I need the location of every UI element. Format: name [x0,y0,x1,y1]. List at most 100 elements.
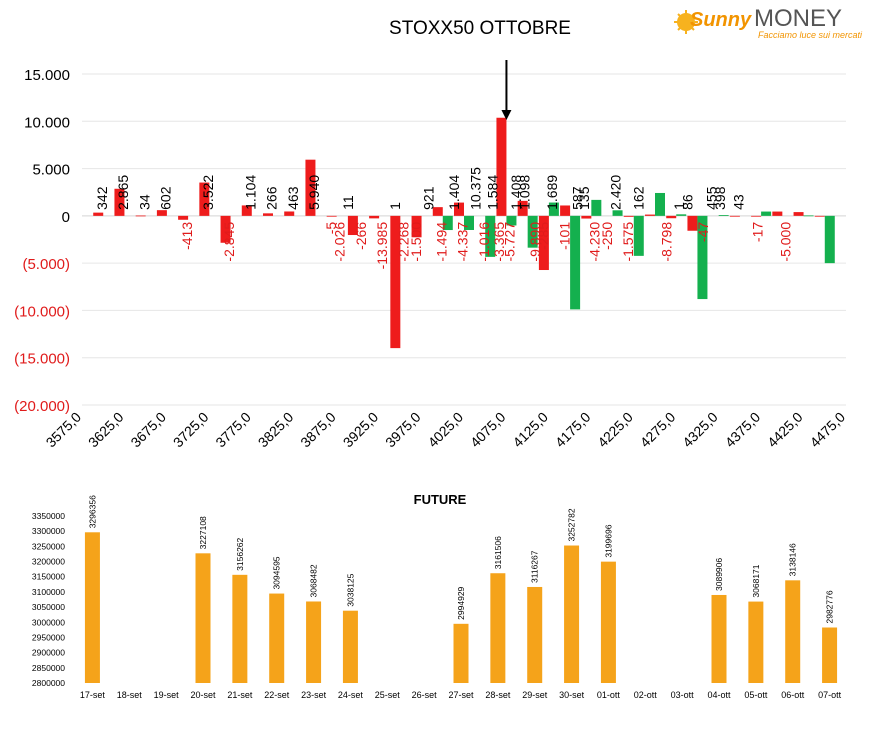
bar-data-label: 11 [340,195,356,210]
red-bar [687,215,698,231]
sun-icon [674,10,698,34]
bar-data-label: -1.500 [408,222,424,262]
bar-data-label: -413 [179,222,195,250]
future-bar [453,623,469,683]
green-bar [697,215,708,300]
bar-data-label: -5 [323,222,339,235]
green-bar [591,199,602,216]
future-value-label: 3156262 [235,537,245,570]
future-y-tick-label: 2950000 [32,632,65,642]
bar-data-label: 1.408 [508,175,524,210]
bar-data-label: 1.104 [242,175,258,210]
future-bar [195,553,211,683]
red-bar [432,207,443,216]
future-x-tick-label: 30-set [559,690,585,700]
bar-data-label: -4.337 [455,222,471,262]
x-tick-label: 3625,0 [85,409,127,451]
bar-data-label: 1.584 [484,175,500,210]
green-bar [570,215,581,310]
red-bar [114,188,125,216]
red-bar [135,215,146,217]
y-tick-label: 10.000 [24,114,70,131]
logo-word-sunny: Sunny [690,9,752,31]
red-bar [263,213,273,216]
green-bar [485,215,496,257]
red-bar [411,215,422,238]
future-x-tick-label: 23-set [301,690,327,700]
future-bars [84,532,838,683]
future-value-label: 2994929 [456,586,466,619]
future-y-tick-label: 2800000 [32,678,65,688]
bar-data-label: 455 [703,186,719,210]
bar-data-label: 463 [285,186,301,210]
future-y-tick-label: 3050000 [32,602,65,612]
red-bar [623,215,634,217]
x-tick-label: 3875,0 [297,409,339,451]
x-tick-label: 4475,0 [807,409,849,451]
future-x-tick-label: 29-set [522,690,548,700]
red-bar [517,200,528,216]
future-bar [600,561,616,683]
red-bar [390,215,401,349]
logo-word-money: MONEY [754,5,842,32]
bars [93,117,835,349]
future-value-label: 3094595 [272,556,282,589]
future-y-tick-label: 3100000 [32,587,65,597]
bar-data-label: 135 [576,186,592,210]
x-tick-label: 4275,0 [637,409,679,451]
green-bar [761,211,772,216]
bar-data-label: 86 [680,194,696,210]
bar-data-label: 10.375 [467,167,483,210]
bar-data-label: 587 [569,186,585,210]
future-x-tick-label: 21-set [227,690,253,700]
x-tick-label: 3975,0 [382,409,424,451]
y-tick-label: 0 [62,209,70,226]
future-x-tick-label: 22-set [264,690,290,700]
green-bar [612,210,623,216]
bar-data-label: -3.365 [491,222,507,262]
future-y-tick-label: 3200000 [32,557,65,567]
future-y-axis-ticks: 2800000 2850000 2900000 2950000 3000000 30500… [32,511,65,688]
y-tick-label: (20.000) [14,398,70,415]
future-x-tick-label: 02-ott [634,690,658,700]
red-bar [284,211,295,216]
y-tick-label: (5.000) [22,256,70,273]
green-bar [803,215,814,217]
future-bar [711,594,727,683]
future-bar [84,532,100,683]
bar-data-label: -101 [557,222,573,250]
future-x-tick-label: 01-ott [597,690,621,700]
future-value-label: 3199696 [603,524,613,557]
green-bar [442,215,453,231]
future-bar [342,610,358,683]
bar-data-label: -8.798 [658,222,674,262]
bar-data-label: 398 [712,186,728,210]
logo-tagline: Facciamo luce sui mercati [758,30,863,40]
red-bar [666,215,677,219]
green-bar [633,215,644,256]
future-value-label: 3068482 [309,564,319,597]
bar-data-label: -4.230 [586,222,602,262]
x-tick-label: 4175,0 [552,409,594,451]
future-x-tick-label: 25-set [375,690,401,700]
future-value-label: 3038125 [345,573,355,606]
x-tick-label: 3725,0 [170,409,212,451]
future-x-tick-label: 19-set [154,690,180,700]
future-value-label: 3089906 [714,558,724,591]
x-axis-ticks: 3575,0 3625,0 3675,0 3725,0 3775,0 3825,0 3875… [43,409,849,451]
x-tick-label: 4075,0 [467,409,509,451]
bar-data-label: 2.420 [608,175,624,210]
bar-data-label: -1.575 [620,222,636,262]
bar-data-label: -5.727 [501,222,517,262]
red-bar [793,212,804,216]
green-bar [824,215,835,264]
bar-data-label: 342 [94,186,110,210]
arrow-down-icon [501,60,512,120]
red-bar [814,215,825,217]
future-bar [232,574,248,683]
future-bar [269,593,285,683]
future-value-label: 3161506 [493,536,503,569]
red-bar [454,202,464,216]
red-bar [560,205,571,216]
future-value-label: 3068171 [751,564,761,597]
